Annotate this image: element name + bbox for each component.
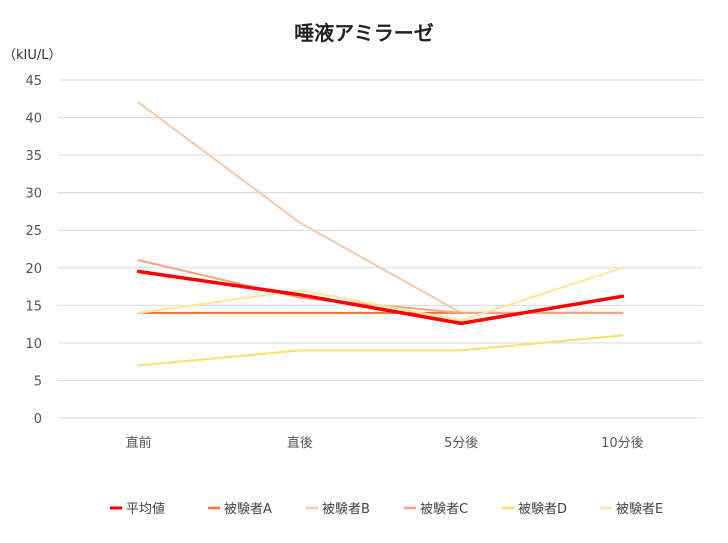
x-axis-ticks: 直前 直後 5分後 10分後: [126, 435, 644, 451]
y-tick-label: 40: [25, 112, 42, 127]
legend-label: 被験者A: [224, 502, 272, 517]
series-lines: [136, 101, 625, 367]
series-line-5: [137, 266, 624, 322]
x-tick-label: 5分後: [444, 436, 478, 451]
series-line-0: [136, 269, 625, 326]
y-tick-label: 20: [25, 262, 42, 277]
legend-label: 被験者B: [322, 502, 370, 517]
legend-label: 被験者D: [518, 502, 567, 517]
y-tick-label: 15: [25, 299, 42, 314]
y-tick-label: 45: [25, 74, 42, 89]
y-tick-label: 0: [34, 412, 42, 427]
legend: 平均値 被験者A 被験者B 被験者C 被験者D 被験者E: [110, 501, 663, 517]
x-tick-label: 直後: [287, 436, 313, 451]
gridlines: [58, 79, 703, 419]
y-tick-label: 35: [25, 149, 42, 164]
y-tick-label: 10: [25, 337, 42, 352]
series-line-4: [137, 334, 624, 367]
legend-label: 被験者E: [616, 502, 663, 517]
x-tick-label: 直前: [126, 435, 152, 451]
y-tick-label: 5: [34, 374, 42, 389]
y-tick-label: 30: [25, 187, 42, 202]
y-tick-label: 25: [25, 224, 42, 239]
y-axis-ticks: 0 5 10 15 20 25 30 35 40 45: [25, 74, 42, 427]
y-axis-unit-label: （kIU/L）: [3, 48, 62, 63]
chart-title: 唾液アミラーゼ: [294, 21, 434, 45]
legend-label: 平均値: [126, 501, 165, 517]
legend-label: 被験者C: [420, 502, 468, 517]
x-tick-label: 10分後: [601, 436, 644, 451]
